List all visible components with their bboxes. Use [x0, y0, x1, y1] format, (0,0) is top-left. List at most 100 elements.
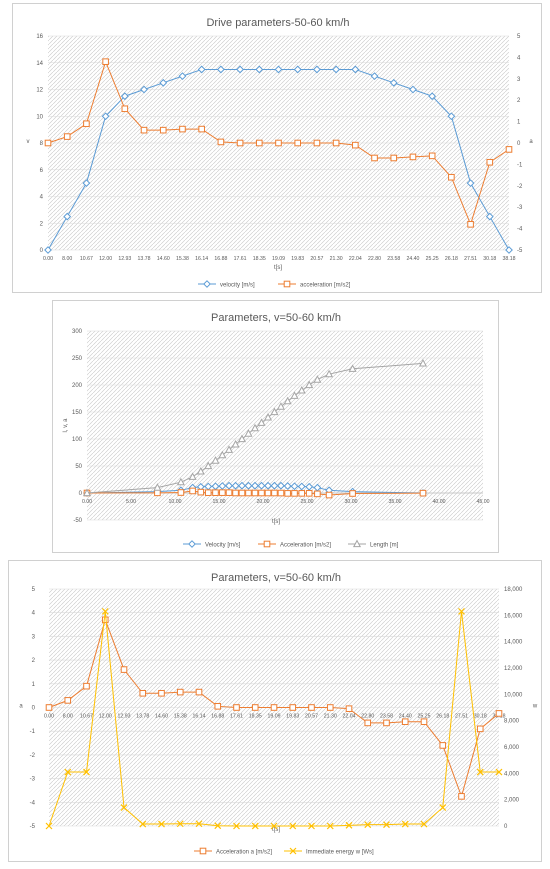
data-point-s1 — [264, 481, 272, 490]
legend-label: acceleration [m/s2] — [300, 283, 351, 289]
data-point-s2 — [270, 822, 278, 830]
y-tick-label: -50 — [73, 518, 82, 524]
data-point-s2 — [217, 138, 225, 146]
data-point-s2 — [63, 133, 71, 140]
y2-tick-label: 8,000 — [504, 719, 520, 725]
y-tick-label: 6 — [40, 168, 44, 174]
y-tick-label: 200 — [72, 383, 83, 389]
x-tick-label: 0.00 — [43, 256, 53, 262]
chart-title: Parameters, v=50-60 km/h — [211, 312, 341, 324]
data-point-s1 — [45, 704, 53, 711]
x-tick-label: 10.00 — [169, 499, 182, 505]
data-point-s1 — [231, 481, 240, 490]
data-point-s1 — [257, 481, 266, 490]
data-point-s2 — [326, 822, 334, 830]
data-point-s1 — [383, 719, 390, 727]
x-tick-label: 15.38 — [176, 256, 189, 262]
data-point-s2 — [238, 489, 246, 497]
y-tick-label: 16 — [36, 34, 43, 40]
data-point-s3 — [188, 472, 197, 480]
x-tick-label: 30.18 — [474, 714, 487, 720]
y-tick-label: 12 — [36, 88, 43, 94]
x-tick-label: 5.00 — [126, 499, 136, 505]
data-point-s3 — [176, 477, 185, 486]
chart2-svg: Parameters, v=50-60 km/h -50 0 50 100 150 200 2… — [63, 312, 490, 549]
data-point-s2 — [448, 173, 455, 181]
y-tick-label: 50 — [75, 464, 82, 470]
x-tick-label: 35.00 — [389, 499, 402, 505]
data-point-s1 — [225, 481, 233, 490]
data-point-s1 — [214, 703, 222, 710]
data-point-s2 — [195, 820, 203, 828]
data-point-s2 — [177, 489, 185, 496]
data-point-s1 — [439, 742, 447, 749]
x-tick-label: 20.57 — [310, 256, 323, 262]
x-tick-label: 23.58 — [380, 714, 393, 720]
data-point-s1 — [289, 704, 297, 711]
data-point-s2 — [264, 489, 272, 497]
x-tick-label: 16.14 — [195, 256, 208, 262]
x-tick-label: 18.35 — [253, 256, 266, 262]
y2-tick-label: 16,000 — [504, 613, 523, 619]
y-tick-label: 5 — [32, 587, 36, 593]
data-point-s1 — [274, 65, 283, 74]
legend-label: velocity [m/s] — [220, 283, 255, 289]
data-point-s2 — [214, 822, 222, 830]
chart-drive-parameters: Drive parameters-50-60 km/h 0 2 4 6 8 10 12 14 16… — [12, 3, 542, 293]
x-tick-label: 22.80 — [361, 714, 374, 720]
x-tick-label: 26.18 — [436, 714, 449, 720]
plot-area — [87, 331, 483, 520]
data-point-s1 — [64, 697, 72, 704]
data-point-s2 — [289, 822, 297, 830]
data-point-s1 — [270, 481, 279, 490]
x-tick-label: 17.61 — [234, 256, 247, 262]
y-axis-label: l, v, a — [63, 418, 69, 433]
y2-tick-label: 5 — [517, 34, 521, 40]
x-tick-label: 0.00 — [44, 714, 54, 720]
data-point-s2 — [352, 141, 359, 149]
x-tick-label: 19.09 — [272, 256, 285, 262]
data-point-s3 — [297, 385, 306, 394]
x-tick-label: 15.00 — [213, 499, 226, 505]
y-axis-label: a — [19, 704, 23, 710]
x-tick-label: 27.51 — [455, 714, 468, 720]
data-point-s2 — [401, 820, 409, 828]
data-point-s2 — [198, 125, 205, 133]
data-point-s1 — [251, 481, 259, 490]
x-tick-label: 13.78 — [136, 714, 149, 720]
data-point-s2 — [419, 489, 427, 497]
data-point-s1 — [351, 65, 360, 74]
x-tick-label: 21.30 — [330, 256, 343, 262]
data-point-s2 — [364, 821, 372, 829]
y-tick-label: -3 — [30, 777, 36, 783]
data-point-s1 — [158, 689, 165, 697]
data-point-s1 — [389, 78, 398, 87]
data-point-s2 — [251, 489, 259, 497]
legend-label: Immediate energy w [Ws] — [306, 850, 374, 856]
x-tick-label: 10.67 — [80, 256, 93, 262]
data-point-s2 — [233, 822, 240, 830]
x-tick-label: 20.57 — [305, 714, 318, 720]
y-tick-label: 2 — [32, 658, 36, 664]
x-tick-label: 16.88 — [214, 256, 227, 262]
data-point-s1 — [505, 246, 513, 254]
data-point-s3 — [305, 380, 314, 389]
data-point-s2 — [225, 489, 233, 496]
y2-tick-label: 0 — [517, 141, 521, 147]
data-point-s1 — [251, 704, 259, 711]
y-tick-label: 14 — [36, 61, 43, 67]
data-point-s1 — [297, 482, 306, 491]
data-point-s2 — [409, 153, 417, 161]
data-point-s1 — [120, 92, 129, 101]
data-point-s1 — [401, 718, 409, 726]
legend-marker — [188, 540, 196, 548]
y-tick-label: 300 — [72, 329, 83, 335]
data-point-s2 — [158, 820, 165, 828]
data-point-s3 — [276, 402, 285, 410]
data-point-s3 — [211, 456, 220, 464]
y2-axis-label: a — [529, 139, 533, 145]
y2-tick-label: -3 — [517, 205, 523, 211]
y-tick-label: 4 — [32, 611, 36, 617]
x-tick-label: 0.00 — [82, 499, 92, 505]
data-point-s2 — [83, 120, 90, 128]
